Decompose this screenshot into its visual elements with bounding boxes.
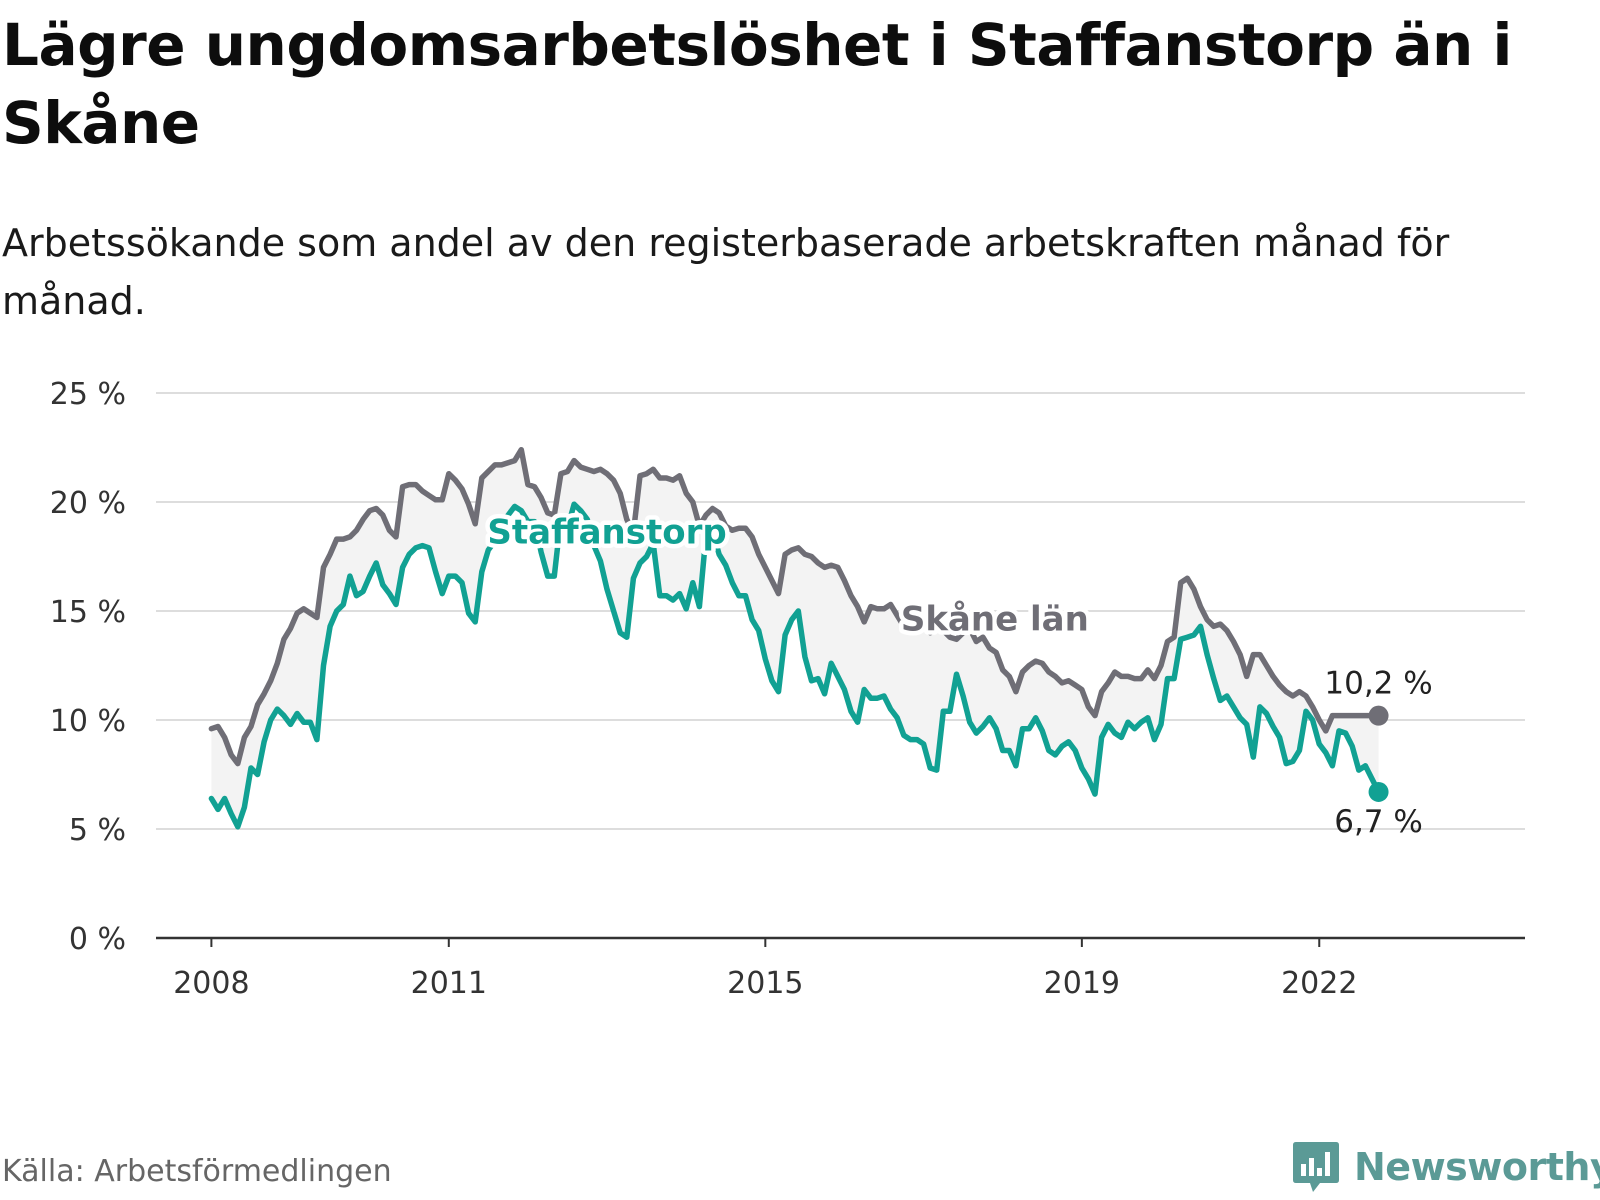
series-annotation: Staffanstorp xyxy=(487,512,726,552)
axes: 0 % 5 % 10 % 15 % 20 % 25 % 2008 2011 2015 2019 20… xyxy=(50,377,1525,1001)
series-lines xyxy=(208,446,1389,830)
staffanstorp-end-point xyxy=(1368,781,1389,802)
newsworthy-logo-icon xyxy=(1293,1142,1339,1192)
staffanstorp-end-label: 6,7 % xyxy=(1334,804,1423,840)
x-tick-label: 2011 xyxy=(411,966,487,1001)
chart-labels: 10,2 %6,7 %StaffanstorpStaffanstorpSkåne… xyxy=(483,508,1433,840)
source-note: Källa: Arbetsförmedlingen xyxy=(2,1154,392,1189)
line-chart: 0 % 5 % 10 % 15 % 20 % 25 % 2008 2011 2015 2019 20… xyxy=(50,377,1525,1001)
chart-title: Lägre ungdomsarbetslöshet i Staffanstorp… xyxy=(2,11,1512,157)
y-tick-label: 5 % xyxy=(69,813,126,848)
series-annotation: Skåne län xyxy=(901,600,1089,640)
x-tick-label: 2008 xyxy=(173,966,249,1001)
y-tick-label: 20 % xyxy=(50,486,126,521)
skane-end-label: 10,2 % xyxy=(1324,666,1432,702)
y-tick-label: 0 % xyxy=(69,922,126,957)
skane-end-point xyxy=(1368,705,1389,726)
chart-subtitle: Arbetssökande som andel av den registerb… xyxy=(2,221,1450,323)
difference-area xyxy=(211,449,1379,827)
skane-line xyxy=(208,446,1382,767)
y-tick-label: 15 % xyxy=(50,595,126,630)
difference-band xyxy=(211,449,1379,827)
brand-logo[interactable]: Newsworthy xyxy=(1292,1140,1600,1194)
series-annotation-halo: Staffanstorp xyxy=(487,512,726,552)
brand-name: Newsworthy xyxy=(1354,1145,1600,1189)
x-tick-label: 2019 xyxy=(1044,966,1120,1001)
x-tick-label: 2015 xyxy=(727,966,803,1001)
y-tick-label: 10 % xyxy=(50,704,126,739)
staffanstorp-line xyxy=(208,501,1382,830)
series-annotation-halo: Skåne län xyxy=(901,600,1089,640)
y-tick-label: 25 % xyxy=(50,377,126,412)
x-tick-label: 2022 xyxy=(1281,966,1357,1001)
